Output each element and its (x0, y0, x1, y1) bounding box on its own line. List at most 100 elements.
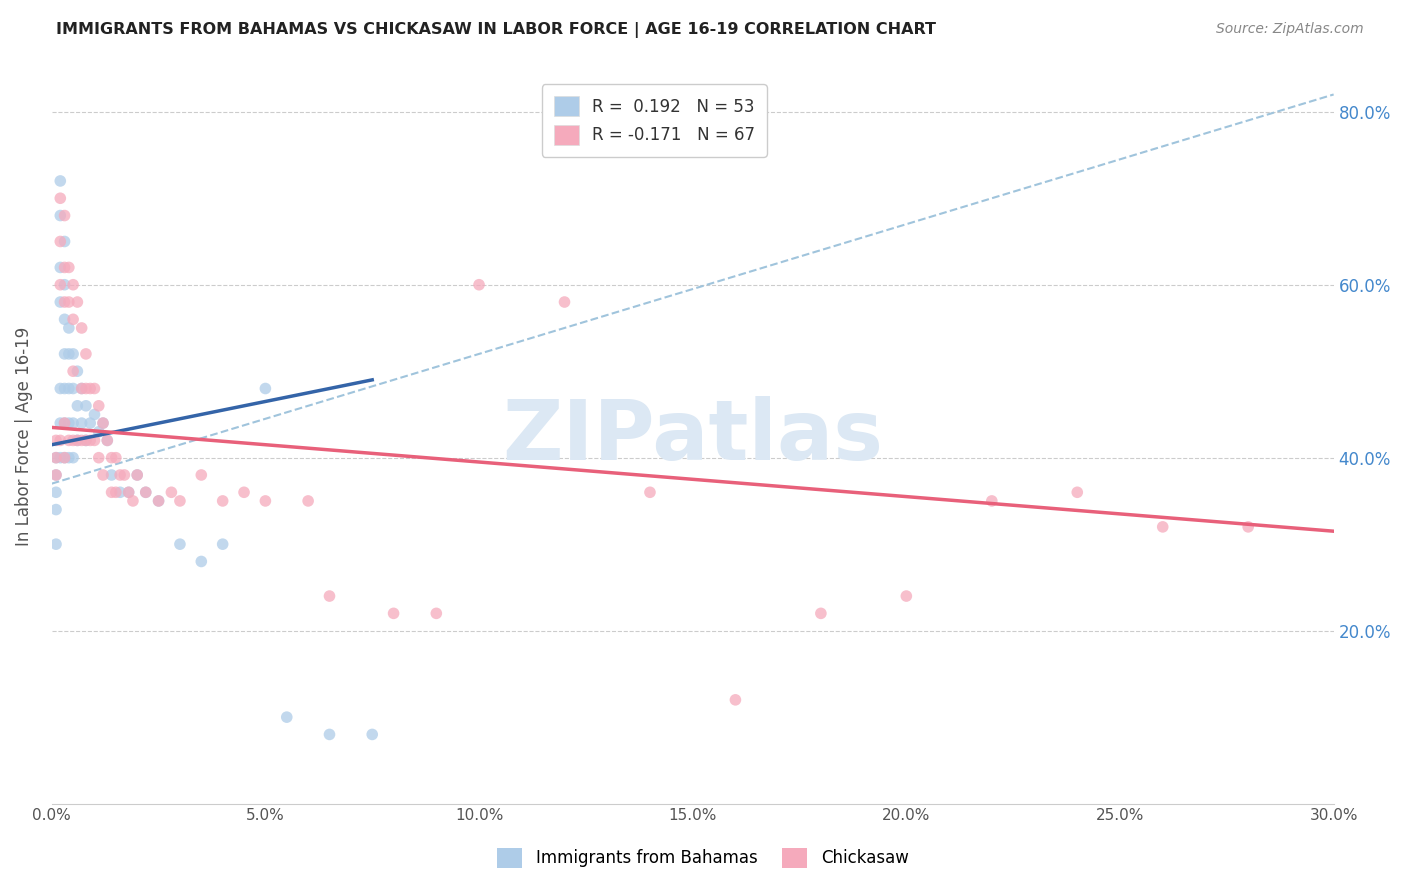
Point (810, 607, 832, 621)
Point (75, 434, 97, 448)
Point (980, 494, 1002, 508)
Point (53, 416, 76, 430)
Point (45, 450, 67, 465)
Point (169, 537, 191, 551)
Y-axis label: In Labor Force | Age 16-19: In Labor Force | Age 16-19 (15, 326, 32, 546)
Point (53, 260, 76, 275)
Point (58, 347, 80, 361)
Point (638, 485, 661, 500)
Point (127, 467, 149, 482)
Point (49, 174, 72, 188)
Point (58, 382, 80, 396)
Point (45, 537, 67, 551)
Text: IMMIGRANTS FROM BAHAMAS VS CHICKASAW IN LABOR FORCE | AGE 16-19 CORRELATION CHAR: IMMIGRANTS FROM BAHAMAS VS CHICKASAW IN … (56, 22, 936, 38)
Point (53, 235, 76, 249)
Point (53, 382, 76, 396)
Point (70, 416, 93, 430)
Point (70, 382, 93, 396)
Point (58, 450, 80, 465)
Point (53, 450, 76, 465)
Point (1237, 520, 1260, 534)
Point (211, 537, 233, 551)
Point (104, 450, 127, 465)
Point (127, 467, 149, 482)
Point (135, 485, 157, 500)
Point (254, 382, 277, 396)
Point (49, 382, 72, 396)
Point (66, 364, 89, 378)
Point (148, 494, 170, 508)
Point (118, 485, 141, 500)
Point (75, 399, 97, 413)
Point (53, 450, 76, 465)
Point (70, 321, 93, 335)
Point (62, 277, 84, 292)
Point (53, 209, 76, 223)
Point (211, 494, 233, 508)
Point (45, 450, 67, 465)
Point (62, 434, 84, 448)
Point (62, 450, 84, 465)
Point (49, 277, 72, 292)
Point (53, 416, 76, 430)
Point (190, 467, 212, 482)
Point (45, 485, 67, 500)
Point (100, 485, 122, 500)
Point (118, 485, 141, 500)
Point (108, 485, 131, 500)
Legend: Immigrants from Bahamas, Chickasaw: Immigrants from Bahamas, Chickasaw (491, 841, 915, 875)
Point (87, 450, 110, 465)
Point (53, 295, 76, 310)
Point (169, 494, 191, 508)
Point (58, 434, 80, 448)
Point (58, 416, 80, 430)
Point (62, 416, 84, 430)
Point (91, 467, 114, 482)
Point (49, 260, 72, 275)
Point (318, 727, 340, 741)
Point (100, 467, 122, 482)
Point (75, 382, 97, 396)
Point (233, 485, 256, 500)
Point (104, 485, 127, 500)
Point (724, 693, 747, 707)
Point (58, 295, 80, 310)
Point (91, 416, 114, 430)
Point (87, 399, 110, 413)
Point (45, 434, 67, 448)
Point (53, 347, 76, 361)
Point (361, 727, 384, 741)
Point (135, 485, 157, 500)
Point (112, 467, 135, 482)
Point (62, 364, 84, 378)
Point (49, 295, 72, 310)
Point (96, 434, 118, 448)
Point (49, 416, 72, 430)
Point (96, 434, 118, 448)
Point (122, 494, 145, 508)
Point (45, 467, 67, 482)
Point (58, 260, 80, 275)
Point (70, 434, 93, 448)
Point (160, 485, 183, 500)
Point (66, 295, 89, 310)
Point (91, 416, 114, 430)
Point (318, 589, 340, 603)
Point (45, 502, 67, 516)
Point (75, 434, 97, 448)
Point (100, 450, 122, 465)
Point (49, 434, 72, 448)
Point (45, 467, 67, 482)
Point (49, 191, 72, 205)
Point (62, 312, 84, 326)
Point (75, 347, 97, 361)
Point (190, 554, 212, 568)
Point (66, 434, 89, 448)
Point (553, 295, 575, 310)
Point (66, 399, 89, 413)
Point (79, 416, 101, 430)
Point (79, 434, 101, 448)
Point (79, 382, 101, 396)
Point (297, 494, 319, 508)
Legend: R =  0.192   N = 53, R = -0.171   N = 67: R = 0.192 N = 53, R = -0.171 N = 67 (541, 84, 766, 156)
